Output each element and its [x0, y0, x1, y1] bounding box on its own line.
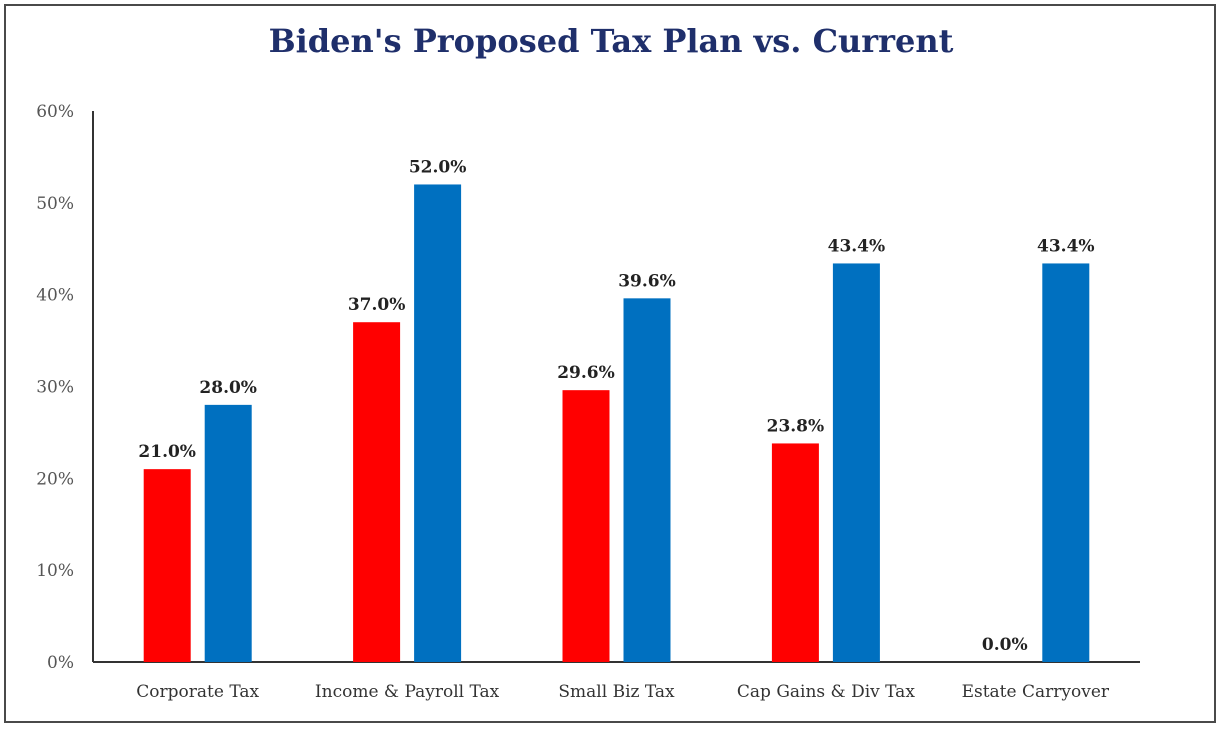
- bar: [353, 322, 401, 662]
- data-label: 43.4%: [1037, 236, 1095, 256]
- bar: [143, 469, 191, 662]
- x-category-label: Corporate Tax: [136, 682, 259, 702]
- y-tick-label: 60%: [36, 102, 74, 122]
- x-category-label: Cap Gains & Div Tax: [737, 682, 915, 702]
- bar: [562, 390, 610, 662]
- y-tick-label: 30%: [36, 378, 74, 398]
- y-tick-label: 20%: [36, 469, 74, 489]
- data-label: 23.8%: [767, 416, 825, 436]
- x-category-label: Small Biz Tax: [558, 682, 675, 702]
- y-tick-label: 40%: [36, 286, 74, 306]
- data-label: 43.4%: [828, 236, 886, 256]
- y-tick-label: 50%: [36, 194, 74, 214]
- data-label: 37.0%: [348, 295, 406, 315]
- bar: [771, 443, 819, 662]
- data-label: 28.0%: [199, 378, 257, 398]
- data-label: 29.6%: [557, 363, 615, 383]
- y-tick-label: 10%: [36, 561, 74, 581]
- bar: [832, 263, 880, 662]
- data-label: 52.0%: [409, 157, 467, 177]
- bar: [623, 298, 671, 662]
- data-label: 0.0%: [982, 635, 1028, 655]
- chart-title: Biden's Proposed Tax Plan vs. Current: [268, 22, 954, 60]
- bar: [1042, 263, 1090, 662]
- data-label: 39.6%: [618, 271, 676, 291]
- bar: [414, 184, 462, 662]
- x-category-label: Estate Carryover: [962, 682, 1110, 702]
- data-label: 21.0%: [138, 442, 196, 462]
- bar: [204, 404, 252, 662]
- x-category-label: Income & Payroll Tax: [315, 682, 500, 702]
- y-tick-label: 0%: [47, 653, 74, 673]
